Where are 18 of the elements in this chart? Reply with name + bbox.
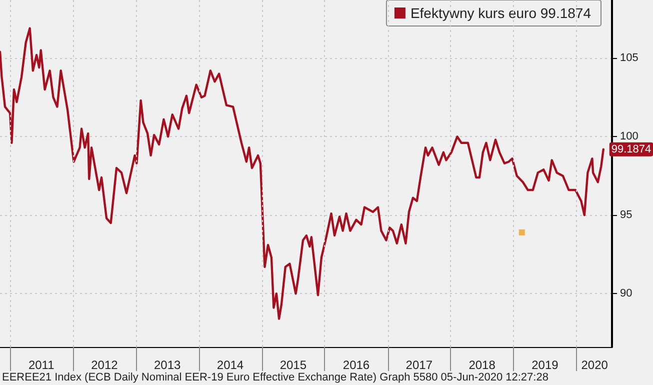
y-tick-label: 90	[620, 288, 632, 300]
y-tick-label: 105	[620, 52, 638, 64]
x-tick-label: 2012	[91, 358, 118, 372]
data-label: 99.1874	[611, 143, 652, 156]
x-tick-label: 2020	[581, 358, 608, 372]
x-tick-label: 2014	[216, 358, 244, 372]
x-tick-label: 2019	[532, 358, 559, 372]
y-tick-label: 100	[620, 130, 638, 143]
text: EEREE21 Index (ECB Daily Nominal EER-19 Euro Effective Exchange Rate) Graph 5580 05-Jun-2020 12:27:28	[2, 372, 548, 384]
legend-label: Efektywny kurs euro 99.1874	[410, 5, 592, 21]
x-tick-label: 2018	[468, 358, 496, 372]
x-tick-label: 2017	[406, 358, 433, 372]
line-series	[0, 27, 604, 320]
x-tick-label: 2015	[280, 358, 307, 372]
y-tick-label: 95	[620, 209, 632, 222]
x-tick-label: 2013	[154, 358, 182, 372]
x-tick-label: 2011	[28, 358, 55, 372]
x-tick-label: 2016	[342, 358, 370, 372]
